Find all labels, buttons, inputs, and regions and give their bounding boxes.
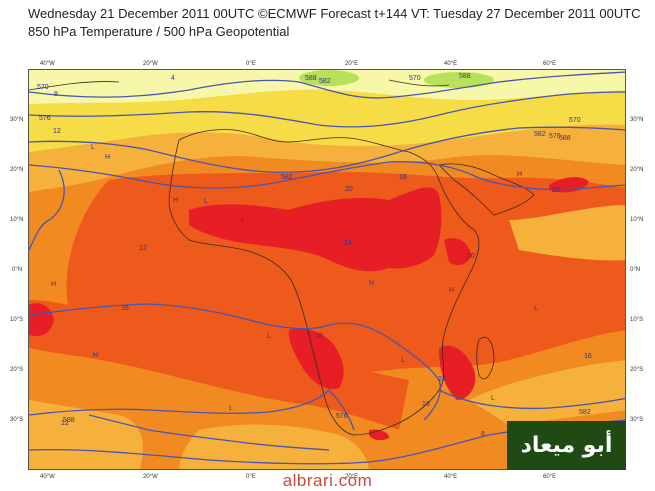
temp-band-red bbox=[439, 345, 476, 400]
temp-label: 20 bbox=[345, 186, 353, 193]
temp-band-green bbox=[299, 70, 359, 86]
geopotential-contours bbox=[29, 71, 625, 465]
temp-labels: 8 4 12 16 20 24 20 20 24 16 12 16 20 16 … bbox=[53, 75, 592, 438]
high-mark: H bbox=[517, 171, 522, 178]
contour-label: 576 bbox=[549, 133, 561, 140]
lon-label-bottom: 60°E bbox=[543, 474, 557, 480]
low-mark: L bbox=[241, 217, 245, 224]
lon-label-top: 20°E bbox=[345, 61, 359, 67]
forecast-title: Wednesday 21 December 2011 00UTC ©ECMWF … bbox=[28, 6, 641, 21]
low-mark: L bbox=[229, 405, 233, 412]
contour-label: 570 bbox=[37, 84, 49, 91]
low-mark: L bbox=[534, 305, 538, 312]
contour-label: 582 bbox=[534, 131, 546, 138]
temp-band-red bbox=[189, 187, 442, 272]
lat-label-left: 30°N bbox=[10, 117, 24, 123]
lat-label-right: 20°N bbox=[630, 167, 644, 173]
contour-label: 588 bbox=[559, 135, 571, 142]
lon-label-bottom: 0°E bbox=[246, 474, 256, 480]
temp-band-dark-orange bbox=[29, 300, 409, 430]
temp-label: 20 bbox=[552, 187, 560, 194]
low-mark: L bbox=[267, 333, 271, 340]
forecast-map: 570 576 582 588 570 576 582 588 582 588 … bbox=[28, 69, 626, 470]
lon-label-top: 40°E bbox=[444, 61, 458, 67]
temp-label: 16 bbox=[399, 174, 407, 181]
contour-label: 570 bbox=[569, 117, 581, 124]
temp-label: 24 bbox=[344, 240, 352, 247]
contour-label: 576 bbox=[39, 115, 51, 122]
contour-label: 588 bbox=[459, 73, 471, 80]
temp-band-red bbox=[288, 328, 344, 390]
high-mark: H bbox=[105, 154, 110, 161]
temp-band-red bbox=[444, 238, 471, 266]
temp-band-green bbox=[424, 72, 494, 88]
low-mark: L bbox=[91, 144, 95, 151]
temp-label: 4 bbox=[171, 75, 175, 82]
map-canvas: 570 576 582 588 570 576 582 588 582 588 … bbox=[29, 70, 625, 469]
temp-label: 8 bbox=[481, 431, 485, 438]
high-mark: H bbox=[93, 352, 98, 359]
lon-label-top: 40°W bbox=[40, 61, 55, 67]
contour-label: 582 bbox=[579, 409, 591, 416]
temp-band-light-orange bbox=[469, 360, 625, 425]
temp-band-red bbox=[29, 303, 54, 337]
lat-label-right: 30°N bbox=[630, 117, 644, 123]
contour-label: 588 bbox=[63, 417, 75, 424]
low-mark: L bbox=[204, 198, 208, 205]
temp-label: 16 bbox=[121, 305, 129, 312]
temp-label: 8 bbox=[54, 91, 58, 98]
temp-label: 20 bbox=[467, 253, 475, 260]
contour-label: 582 bbox=[281, 174, 293, 181]
contour-label: 570 bbox=[409, 75, 421, 82]
contour-label: 582 bbox=[319, 78, 331, 85]
lon-label-top: 20°W bbox=[143, 61, 158, 67]
lat-label-right: 30°S bbox=[630, 417, 644, 423]
high-mark: H bbox=[51, 281, 56, 288]
logo: أبو ميعاد bbox=[507, 421, 626, 470]
lat-label-right: 10°N bbox=[630, 217, 644, 223]
lat-label-left: 20°N bbox=[10, 167, 24, 173]
lon-label-bottom: 20°E bbox=[345, 474, 359, 480]
temp-label: 12 bbox=[61, 420, 69, 427]
temp-label: 12 bbox=[139, 245, 147, 252]
forecast-subtitle: 850 hPa Temperature / 500 hPa Geopotenti… bbox=[28, 24, 290, 39]
high-mark: H bbox=[449, 287, 454, 294]
site-watermark: albrari.com bbox=[282, 471, 373, 490]
temp-label: 24 bbox=[438, 376, 446, 383]
temp-label: 12 bbox=[53, 128, 61, 135]
high-mark: H bbox=[369, 280, 374, 287]
lat-label-left: 20°S bbox=[10, 367, 24, 373]
high-mark: H bbox=[173, 197, 178, 204]
temp-band-light-orange bbox=[509, 205, 625, 261]
temp-label: 16 bbox=[584, 353, 592, 360]
temp-label: 20 bbox=[315, 333, 323, 340]
low-mark: L bbox=[401, 357, 405, 364]
contour-label: 588 bbox=[305, 75, 317, 82]
temp-label: 16 bbox=[422, 401, 430, 408]
pressure-marks: H H H H H L L L L L L H H L L bbox=[51, 144, 538, 412]
low-mark: L bbox=[491, 395, 495, 402]
lat-label-left: 30°S bbox=[10, 417, 24, 423]
lon-label-bottom: 40°E bbox=[444, 474, 458, 480]
lat-label-left: 10°N bbox=[10, 217, 24, 223]
lon-label-top: 60°E bbox=[543, 61, 557, 67]
lon-label-bottom: 20°W bbox=[143, 474, 158, 480]
lon-label-top: 0°E bbox=[246, 61, 256, 67]
temp-band-light-orange bbox=[179, 424, 369, 469]
lat-label-right: 10°S bbox=[630, 317, 644, 323]
lat-label-left: 0°N bbox=[12, 267, 23, 273]
contour-labels: 570 576 582 588 570 576 582 588 582 588 … bbox=[37, 73, 591, 424]
lon-label-bottom: 40°W bbox=[40, 474, 55, 480]
lat-label-right: 20°S bbox=[630, 367, 644, 373]
lat-label-right: 0°N bbox=[630, 267, 641, 273]
lat-label-left: 10°S bbox=[10, 317, 24, 323]
contour-label: 576 bbox=[336, 413, 348, 420]
